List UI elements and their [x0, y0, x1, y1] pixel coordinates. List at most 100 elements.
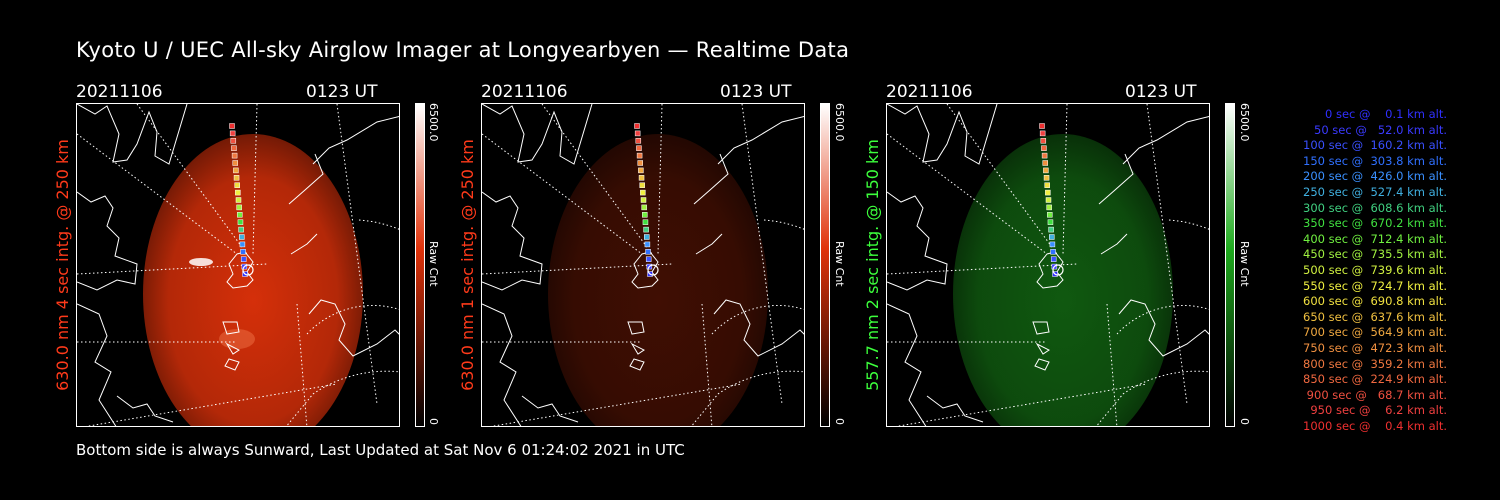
legend-row: 950 sec @ 6.2 km alt. [1306, 403, 1447, 418]
trajectory-marker [1050, 249, 1056, 255]
trajectory-marker [236, 204, 242, 211]
trajectory-marker [229, 130, 236, 137]
trajectory-marker [1047, 219, 1054, 225]
panel-3-time: 0123 UT [1125, 82, 1197, 102]
trajectory-marker [635, 138, 642, 144]
legend-row: 350 sec @ 670.2 km alt. [1299, 216, 1447, 231]
trajectory-marker [239, 234, 245, 240]
legend-row: 600 sec @ 690.8 km alt. [1299, 294, 1447, 309]
panel-2-allsky-image [481, 103, 805, 427]
panel-1-wavelength-label: 630.0 nm 4 sec intg. @ 250 km [53, 139, 72, 391]
trajectory-marker [1040, 138, 1047, 144]
trajectory-marker [1049, 241, 1056, 248]
panel-2-date: 20211106 [481, 82, 568, 102]
trajectory-marker [235, 189, 241, 196]
panel-1-colorbar-max: 6500.0 [427, 103, 440, 142]
trajectory-marker [1046, 204, 1052, 211]
trajectory-marker [636, 152, 643, 159]
trajectory-marker [1045, 197, 1052, 203]
trajectory-marker [238, 226, 244, 233]
trajectory-marker [232, 160, 238, 166]
legend-row: 300 sec @ 608.6 km alt. [1299, 200, 1447, 215]
trajectory-legend: 0 sec @ 0.1 km alt. 50 sec @ 52.0 km alt… [1262, 107, 1447, 434]
trajectory-marker [1047, 212, 1053, 218]
trajectory-marker [230, 138, 237, 144]
trajectory-marker [1048, 226, 1054, 233]
panel-1-colorbar-unit: Raw Cnt [427, 241, 440, 287]
legend-row: 200 sec @ 426.0 km alt. [1299, 169, 1447, 184]
legend-row: 100 sec @ 160.2 km alt. [1299, 138, 1447, 153]
panel-2-colorbar [820, 103, 830, 427]
trajectory-marker [642, 219, 649, 225]
trajectory-marker [1039, 130, 1046, 137]
legend-row: 550 sec @ 724.7 km alt. [1299, 278, 1447, 293]
legend-row: 800 sec @ 359.2 km alt. [1299, 356, 1447, 371]
panel-3-colorbar-min: 0 [1238, 418, 1251, 425]
legend-row: 900 sec @ 68.7 km alt. [1303, 387, 1447, 402]
panel-1-colorbar-min: 0 [427, 418, 440, 425]
legend-row: 850 sec @ 224.9 km alt. [1299, 372, 1447, 387]
legend-row: 500 sec @ 739.6 km alt. [1299, 262, 1447, 277]
trajectory-marker [644, 234, 650, 240]
legend-row: 750 sec @ 472.3 km alt. [1299, 340, 1447, 355]
trajectory-marker [231, 145, 237, 151]
trajectory-marker [1042, 160, 1048, 166]
trajectory-marker [233, 175, 240, 181]
trajectory-marker [231, 152, 238, 159]
panel-2-colorbar-unit: Raw Cnt [833, 241, 846, 287]
legend-row: 50 sec @ 52.0 km alt. [1306, 122, 1447, 137]
trajectory-marker [640, 189, 646, 196]
trajectory-marker [239, 241, 246, 248]
footer-note: Bottom side is always Sunward, Last Upda… [76, 441, 685, 459]
trajectory-marker [1043, 167, 1049, 174]
legend-row: 1000 sec @ 0.4 km alt. [1303, 418, 1447, 433]
trajectory-marker [240, 249, 246, 255]
trajectory-marker [634, 123, 640, 129]
trajectory-marker [638, 167, 644, 174]
panel-3-colorbar-max: 6500.0 [1238, 103, 1251, 142]
panel-3-wavelength-label: 557.7 nm 2 sec intg. @ 150 km [863, 139, 882, 391]
panel-2-wavelength-label: 630.0 nm 1 sec intg. @ 250 km [458, 139, 477, 391]
trajectory-marker [1041, 145, 1047, 151]
page-title: Kyoto U / UEC All-sky Airglow Imager at … [76, 38, 850, 62]
trajectory-marker [645, 256, 652, 262]
panel-3-date: 20211106 [886, 82, 973, 102]
trajectory-marker [634, 130, 641, 137]
trajectory-marker [639, 182, 645, 188]
panel-1-date: 20211106 [76, 82, 163, 102]
trajectory-marker [645, 249, 651, 255]
trajectory-marker [233, 167, 239, 174]
trajectory-marker [1050, 256, 1057, 262]
legend-row: 650 sec @ 637.6 km alt. [1299, 309, 1447, 324]
legend-row: 0 sec @ 0.1 km alt. [1314, 107, 1447, 121]
trajectory-marker [641, 204, 647, 211]
trajectory-marker [640, 197, 647, 203]
panel-3-colorbar-unit: Raw Cnt [1238, 241, 1251, 287]
trajectory-marker [1044, 182, 1050, 188]
legend-row: 450 sec @ 735.5 km alt. [1299, 247, 1447, 262]
panel-1-time: 0123 UT [306, 82, 378, 102]
trajectory-marker [240, 256, 247, 262]
trajectory-marker [642, 212, 648, 218]
trajectory-marker [1041, 152, 1048, 159]
panel-3-allsky-image [886, 103, 1210, 427]
panel-1-colorbar [415, 103, 425, 427]
trajectory-marker [644, 241, 651, 248]
legend-row: 700 sec @ 564.9 km alt. [1299, 325, 1447, 340]
trajectory-marker [637, 160, 643, 166]
trajectory-marker [636, 145, 642, 151]
trajectory-marker [234, 182, 240, 188]
trajectory-marker [237, 212, 243, 218]
trajectory-marker [1039, 123, 1045, 129]
legend-row: 250 sec @ 527.4 km alt. [1299, 184, 1447, 199]
trajectory-marker [229, 123, 235, 129]
trajectory-marker [1043, 175, 1050, 181]
trajectory-marker [235, 197, 242, 203]
panel-2-colorbar-min: 0 [833, 418, 846, 425]
legend-row: 150 sec @ 303.8 km alt. [1299, 153, 1447, 168]
trajectory-marker [643, 226, 649, 233]
panel-2-colorbar-max: 6500.0 [833, 103, 846, 142]
trajectory-marker [1049, 234, 1055, 240]
trajectory-marker [638, 175, 645, 181]
trajectory-marker [1045, 189, 1051, 196]
